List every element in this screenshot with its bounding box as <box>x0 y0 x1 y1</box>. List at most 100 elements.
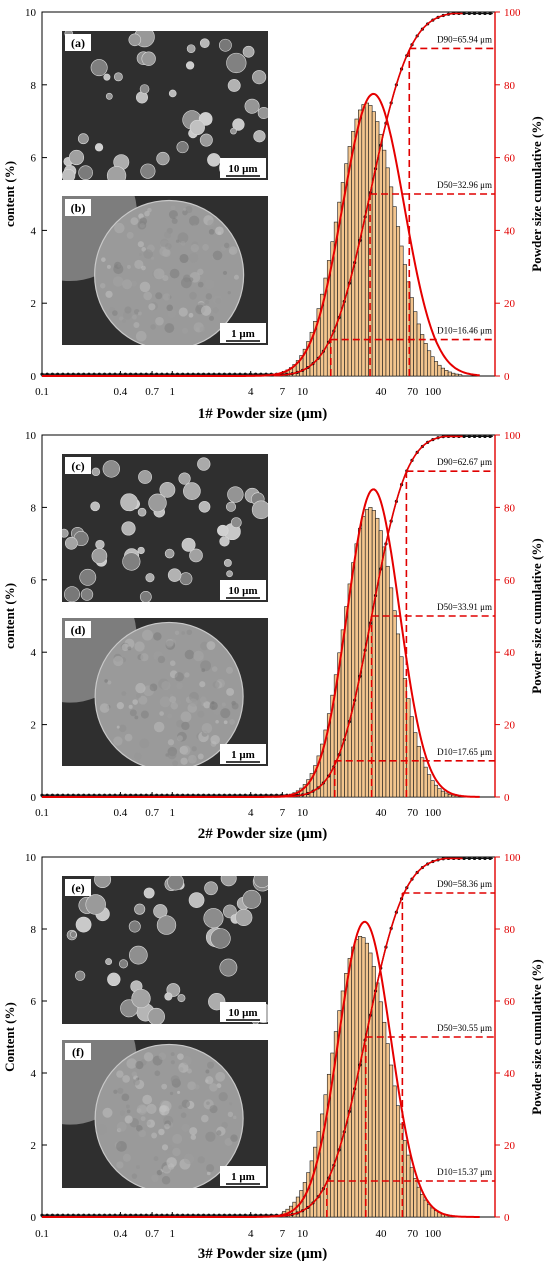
sem-particle <box>122 552 141 571</box>
sem-surface-grain <box>141 265 146 271</box>
histogram-bar <box>385 1043 390 1218</box>
sem-surface-grain <box>206 1101 210 1105</box>
histogram-bar <box>416 1186 421 1218</box>
histogram-bar <box>427 350 432 377</box>
sem-particle <box>137 507 147 517</box>
sem-particle <box>218 38 232 52</box>
cumulative-marker <box>160 372 164 376</box>
sem-particle <box>147 1007 165 1024</box>
sem-surface-grain <box>164 1123 170 1130</box>
y-right-tick-label: 60 <box>504 996 516 1008</box>
scale-bar-box <box>220 158 266 178</box>
histogram-bar <box>385 167 390 377</box>
sem-surface-grain <box>216 1130 222 1136</box>
sem-surface-grain <box>117 1087 124 1094</box>
sem-particle <box>90 501 100 512</box>
sem-surface-grain <box>186 1068 192 1074</box>
inset-label-box <box>65 34 91 51</box>
cumulative-marker <box>82 372 86 376</box>
sem-surface-grain <box>126 1058 137 1069</box>
sem-particle <box>220 876 237 887</box>
cumulative-marker <box>181 372 185 376</box>
histogram-bar <box>385 565 390 798</box>
cumulative-marker <box>61 793 65 797</box>
cumulative-marker <box>238 372 242 376</box>
sem-surface-grain <box>116 725 120 729</box>
y-tick-label: 10 <box>25 7 37 19</box>
histogram-bar <box>358 527 363 798</box>
sem-surface-grain <box>149 683 158 692</box>
cumulative-marker <box>97 372 101 376</box>
sem-particle <box>244 98 260 114</box>
y-right-tick-label: 0 <box>504 371 510 383</box>
cumulative-marker <box>488 434 492 439</box>
sem-particle <box>103 73 111 81</box>
sem-surface-grain <box>223 242 230 249</box>
histogram-bar <box>382 149 387 377</box>
sem-particle <box>64 536 78 550</box>
histogram-bar <box>423 766 428 798</box>
sem-surface-grain <box>177 1090 181 1094</box>
sem-particle <box>189 548 203 563</box>
cumulative-marker <box>259 793 263 797</box>
cumulative-marker <box>191 372 195 376</box>
y-tick-label: 10 <box>25 430 37 442</box>
sem-surface-grain <box>121 691 127 696</box>
cumulative-fit-curve <box>273 857 463 1218</box>
sem-surface-grain <box>209 1105 218 1114</box>
sem-surface-grain <box>206 1171 211 1176</box>
sem-surface-grain <box>113 264 124 275</box>
y-tick-label: 8 <box>31 80 37 92</box>
x-tick-label: 0.1 <box>35 1228 49 1240</box>
sem-surface-grain <box>197 710 205 718</box>
sem-surface-grain <box>131 280 137 287</box>
sem-surface-grain <box>140 653 149 662</box>
inset-label: (d) <box>71 623 86 637</box>
cumulative-marker <box>472 434 477 439</box>
sem-particle <box>177 994 186 1003</box>
histogram-bar <box>399 245 404 377</box>
sem-surface-grain <box>190 1134 197 1140</box>
sem-surface-grain <box>153 268 165 280</box>
sem-surface-grain <box>178 307 188 317</box>
sem-particle <box>219 958 238 977</box>
sem-particle <box>120 493 139 512</box>
histogram-bar <box>440 367 445 377</box>
sem-image-content <box>62 457 268 602</box>
sem-image-content <box>62 196 245 345</box>
cumulative-marker <box>181 793 185 797</box>
sem-surface-grain <box>201 723 213 734</box>
cumulative-marker <box>40 372 44 376</box>
y-tick-label: 8 <box>31 502 37 514</box>
sem-surface-grain <box>178 1105 183 1110</box>
sem-surface-grain <box>180 745 191 756</box>
y-tick-label: 2 <box>31 298 37 310</box>
sem-surface-grain <box>116 702 124 710</box>
histogram-bar <box>389 1064 394 1218</box>
x-tick-label: 7 <box>280 1228 286 1240</box>
cumulative-marker <box>87 372 91 376</box>
sem-image-content <box>66 876 268 1024</box>
x-tick-label: 0.1 <box>35 386 49 398</box>
cumulative-marker <box>123 793 127 797</box>
sem-surface-grain <box>139 738 150 749</box>
scale-bar-box <box>220 1166 266 1186</box>
histogram-bar <box>344 606 349 798</box>
cumulative-marker <box>92 372 96 376</box>
sem-surface-grain <box>172 760 179 766</box>
sem-surface-grain <box>156 1169 163 1176</box>
cumulative-marker <box>233 372 237 376</box>
histogram-bar <box>402 1140 407 1218</box>
sem-particle <box>107 972 121 987</box>
sem-surface-grain <box>200 305 212 316</box>
inset-label: (b) <box>71 201 86 215</box>
inset-label-box <box>65 621 91 638</box>
sem-surface-grain <box>164 340 169 344</box>
sem-surface-grain <box>232 1115 237 1120</box>
cumulative-marker <box>222 793 226 797</box>
sem-surface-grain <box>170 701 179 710</box>
histogram-bar <box>423 1199 428 1218</box>
sem-surface-grain <box>206 1164 215 1173</box>
sem-particle <box>75 916 92 933</box>
